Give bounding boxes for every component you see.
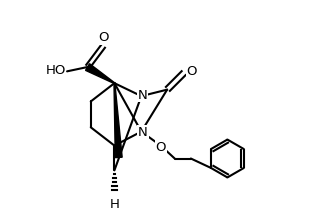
Text: HO: HO <box>46 64 66 77</box>
Polygon shape <box>114 83 122 158</box>
Text: O: O <box>155 141 166 154</box>
Polygon shape <box>85 64 115 83</box>
Text: N: N <box>138 126 148 139</box>
Text: H: H <box>110 198 119 211</box>
Text: O: O <box>186 65 197 78</box>
Text: N: N <box>138 89 147 102</box>
Text: O: O <box>98 31 109 44</box>
